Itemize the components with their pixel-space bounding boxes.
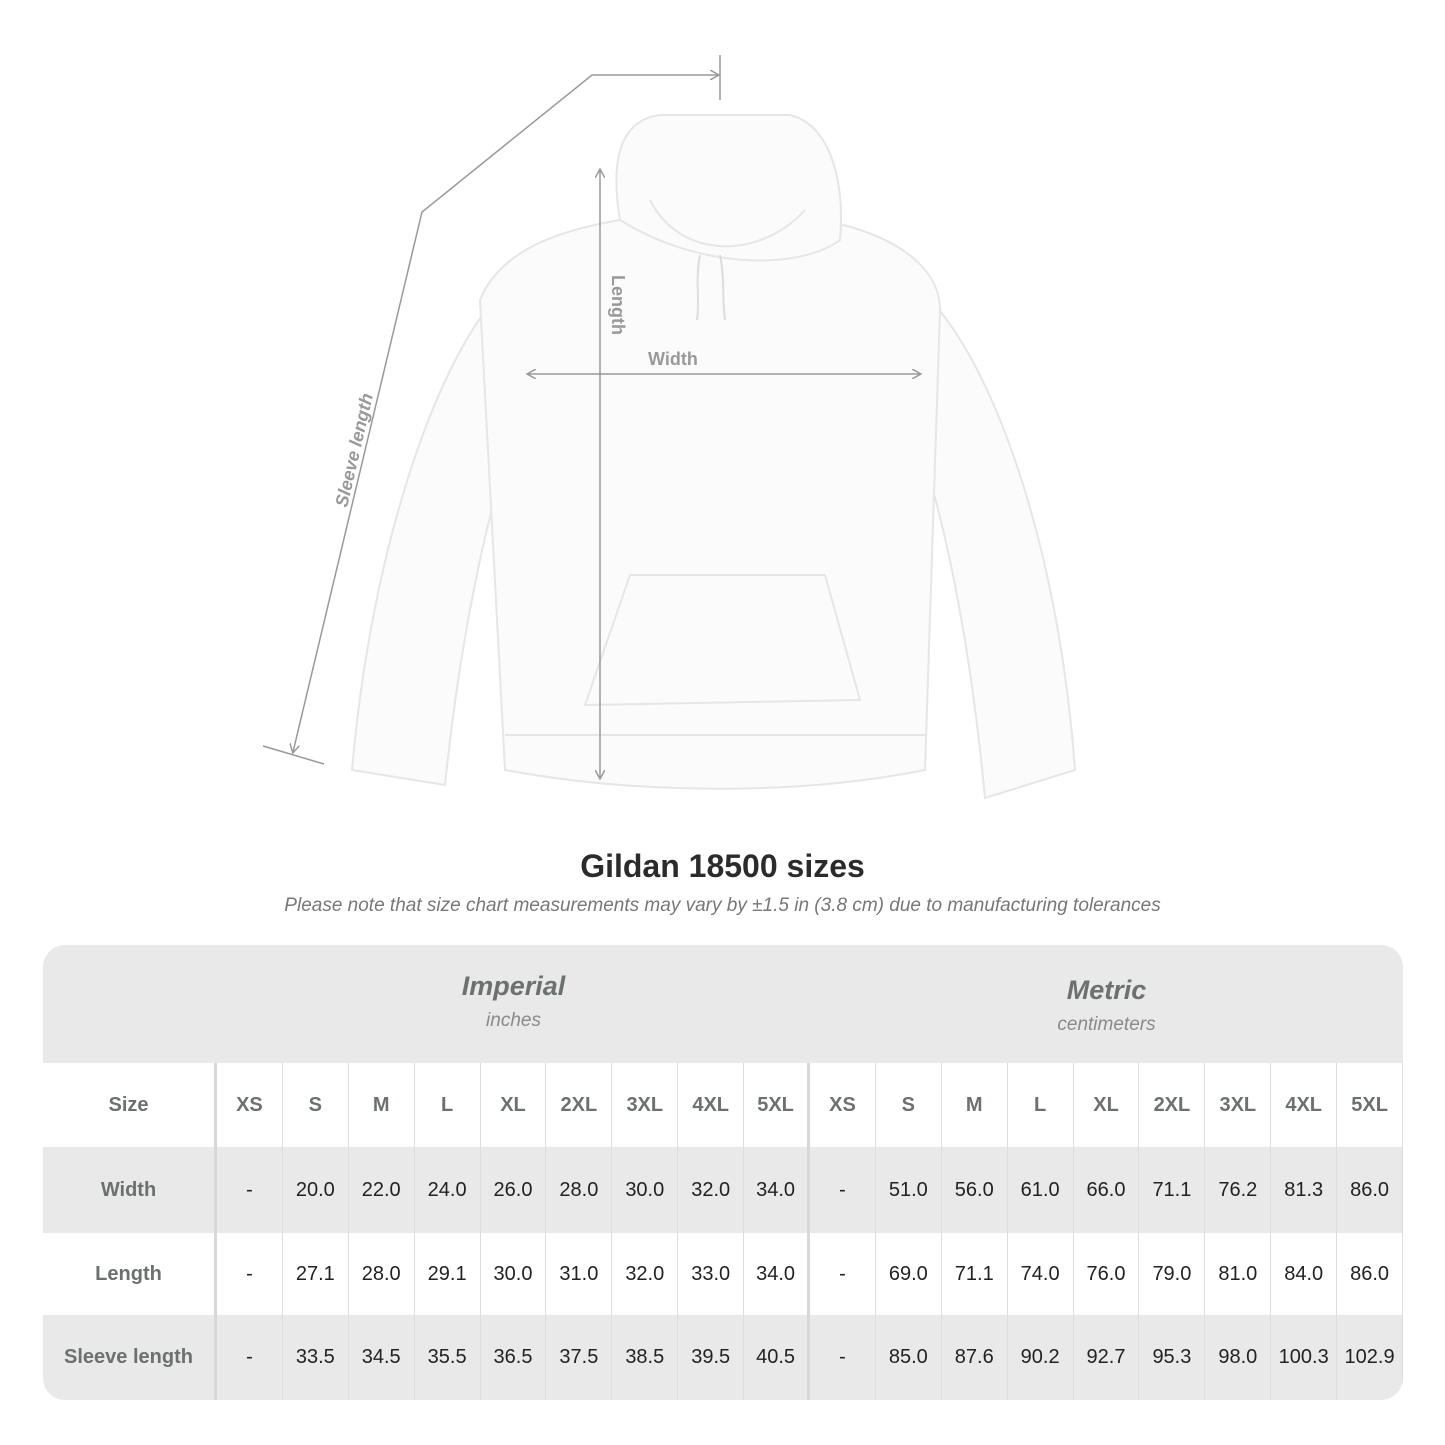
imperial-value-cell: 34.5 [349,1315,415,1400]
sleeve-length-label: Sleeve length [331,391,377,509]
imperial-value-cell: 33.5 [283,1315,349,1400]
metric-size-header: XL [1074,1063,1140,1147]
metric-value-cell: 74.0 [1008,1233,1074,1315]
imperial-value-cell: 28.0 [546,1147,613,1233]
row-label: Length [43,1233,217,1315]
metric-value-cell: 90.2 [1008,1315,1074,1400]
imperial-value-cell: 26.0 [481,1147,547,1233]
metric-value-cell: 100.3 [1271,1315,1338,1400]
metric-value-cell: 51.0 [876,1147,942,1233]
metric-value-cell: 86.0 [1337,1233,1403,1315]
page-title: Gildan 18500 sizes [580,848,865,884]
imperial-value-cell: 36.5 [481,1315,547,1400]
metric-value-cell: - [810,1315,876,1400]
metric-value-cell: 79.0 [1139,1233,1206,1315]
metric-header: Metric centimeters [810,945,1403,1063]
imperial-value-cell: 30.0 [612,1147,679,1233]
row-label: Sleeve length [43,1315,217,1400]
sleeve-length-measure-line [262,55,721,765]
table-row: Sleeve length -33.5 34.5 35.5 36.5 37.5 38.5 39… [43,1315,1403,1400]
imperial-size-header: 2XL [546,1063,613,1147]
metric-value-cell: 61.0 [1008,1147,1074,1233]
metric-value-cell: 92.7 [1074,1315,1140,1400]
hoodie-measurement-diagram: Length Width Sleeve length [262,55,1077,800]
metric-value-cell: 95.3 [1139,1315,1206,1400]
metric-size-header: L [1008,1063,1074,1147]
imperial-size-header: XL [481,1063,547,1147]
metric-size-header: 4XL [1271,1063,1338,1147]
size-header-label: Size [43,1063,217,1147]
imperial-value-cell: 39.5 [678,1315,745,1400]
metric-value-cell: 71.1 [1139,1147,1206,1233]
metric-size-header: 5XL [1337,1063,1403,1147]
imperial-value-cell: 33.0 [678,1233,745,1315]
imperial-value-cell: 34.0 [744,1147,811,1233]
metric-value-cell: 66.0 [1074,1147,1140,1233]
row-label: Width [43,1147,217,1233]
imperial-value-cell: 31.0 [546,1233,613,1315]
imperial-value-cell: - [217,1315,283,1400]
size-chart-table: Imperial inches Metric centimeters Size X… [43,945,1403,1400]
imperial-value-cell: 29.1 [415,1233,481,1315]
metric-value-cell: 102.9 [1337,1315,1403,1400]
metric-value-cell: 87.6 [942,1315,1008,1400]
tolerance-note: Please note that size chart measurements… [284,895,1161,916]
metric-unit: centimeters [1057,1014,1156,1035]
metric-value-cell: 81.0 [1205,1233,1272,1315]
imperial-size-header: L [415,1063,481,1147]
unit-header-band [43,945,1403,1063]
imperial-value-cell: 28.0 [349,1233,415,1315]
metric-value-cell: 98.0 [1205,1315,1272,1400]
imperial-size-header: 4XL [678,1063,745,1147]
imperial-value-cell: 37.5 [546,1315,613,1400]
metric-value-cell: 71.1 [942,1233,1008,1315]
imperial-value-cell: 32.0 [612,1233,679,1315]
imperial-value-cell: 27.1 [283,1233,349,1315]
length-label: Length [608,275,628,335]
metric-value-cell: 84.0 [1271,1233,1338,1315]
metric-size-header: M [942,1063,1008,1147]
metric-value-cell: 81.3 [1271,1147,1338,1233]
imperial-value-cell: 22.0 [349,1147,415,1233]
metric-size-header: XS [810,1063,876,1147]
metric-value-cell: - [810,1233,876,1315]
imperial-title: Imperial [461,971,566,1001]
imperial-size-header: S [283,1063,349,1147]
imperial-value-cell: 34.0 [744,1233,811,1315]
imperial-header: Imperial inches [217,945,810,1063]
imperial-size-header: XS [217,1063,283,1147]
imperial-value-cell: 30.0 [481,1233,547,1315]
size-header-row: Size XS S M L XL 2XL 3XL 4XL 5XL XS S M L XL 2XL 3XL 4XL 5… [43,1063,1403,1147]
table-row: Width -20.0 22.0 24.0 26.0 28.0 30.0 32.0 34.0-5… [43,1147,1403,1233]
table-row: Length -27.1 28.0 29.1 30.0 31.0 32.0 33.0 34.0-… [43,1233,1403,1315]
imperial-value-cell: 32.0 [678,1147,745,1233]
imperial-size-header: 5XL [744,1063,811,1147]
metric-size-header: 2XL [1139,1063,1206,1147]
imperial-value-cell: 24.0 [415,1147,481,1233]
metric-value-cell: 86.0 [1337,1147,1403,1233]
metric-size-header: 3XL [1205,1063,1272,1147]
imperial-value-cell: 20.0 [283,1147,349,1233]
imperial-value-cell: 35.5 [415,1315,481,1400]
metric-value-cell: 56.0 [942,1147,1008,1233]
imperial-value-cell: 40.5 [744,1315,811,1400]
metric-size-header: S [876,1063,942,1147]
imperial-size-header: 3XL [612,1063,679,1147]
metric-title: Metric [1066,975,1147,1005]
hoodie-image [350,114,1077,800]
imperial-value-cell: - [217,1147,283,1233]
width-label: Width [648,349,698,369]
metric-value-cell: - [810,1147,876,1233]
metric-value-cell: 76.2 [1205,1147,1272,1233]
metric-value-cell: 76.0 [1074,1233,1140,1315]
imperial-unit: inches [486,1010,541,1031]
metric-value-cell: 85.0 [876,1315,942,1400]
imperial-value-cell: - [217,1233,283,1315]
imperial-size-header: M [349,1063,415,1147]
imperial-value-cell: 38.5 [612,1315,679,1400]
metric-value-cell: 69.0 [876,1233,942,1315]
